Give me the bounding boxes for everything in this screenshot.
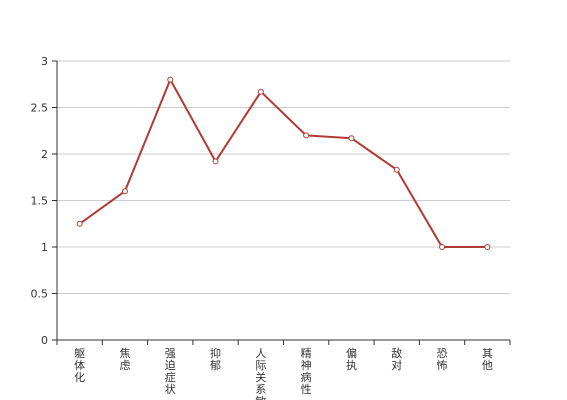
series-line [79,78,488,248]
y-tick-label: 0.5 [31,288,49,301]
data-point[interactable] [212,158,219,165]
data-point[interactable] [439,244,446,250]
x-tick-label: 偏执 [346,346,357,372]
y-tick-label: 0 [41,334,48,347]
y-tick-label: 1 [41,241,48,254]
x-tick-label: 焦虑 [119,347,130,372]
data-point[interactable] [76,220,83,227]
y-tick-label: 3 [41,55,48,68]
y-tick-label: 1.5 [31,195,49,208]
x-tick-label: 人际关系敏感 [255,347,266,400]
x-tick-label: 敌对 [391,346,402,372]
y-axis: 0 0.5 1 1.5 2 2.5 3 [31,55,58,347]
data-point[interactable] [303,132,310,139]
x-tick-label: 抑郁 [210,346,221,372]
x-axis: 躯体化 焦虑 强迫症状 抑郁 人际关系敏感 精神病性 偏执 敌对 恐怖 其他 [56,339,511,400]
grid-lines [57,60,510,294]
y-tick-label: 2 [41,148,48,161]
x-tick-label: 其他 [482,347,493,372]
data-point[interactable] [393,166,400,173]
y-tick-label: 2.5 [31,102,49,115]
data-point[interactable] [257,88,264,95]
x-tick-label: 精神病性 [301,347,312,396]
x-tick-label: 恐怖 [437,347,448,372]
data-point[interactable] [348,135,355,142]
data-point[interactable] [121,188,128,195]
series-layer [76,76,491,250]
data-point[interactable] [167,76,174,83]
data-point[interactable] [484,244,491,250]
x-tick-label: 躯体化 [74,347,85,384]
x-tick-label: 强迫症状 [165,347,176,396]
